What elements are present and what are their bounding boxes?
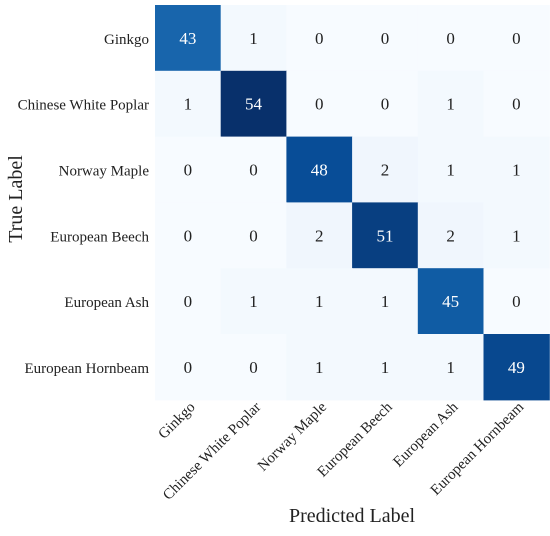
heatmap-cell-r5-c6 (483, 268, 550, 335)
heatmap-cell-r6-c2 (220, 334, 287, 401)
heatmap-cell-r3-c1 (155, 136, 222, 203)
y-tick-label-european-hornbeam: European Hornbeam (24, 361, 149, 377)
cell-value-label-r2-c1: 1 (184, 95, 193, 114)
cell-value-label-r5-c1: 0 (184, 292, 193, 311)
x-axis-label: Predicted Label (289, 505, 415, 527)
cell-value-label-r6-c4: 1 (381, 358, 390, 377)
heatmap-cell-r4-c1 (155, 202, 222, 269)
x-tick-label-ginkgo: Ginkgo (156, 399, 199, 442)
y-tick-label-chinese-white-poplar: Chinese White Poplar (18, 98, 149, 114)
heatmap-cell-r6-c6 (483, 334, 550, 401)
heatmap-cell-r2-c5 (417, 70, 485, 138)
heatmap-cell-r1-c2 (220, 5, 287, 72)
cell-value-label-r3-c3: 48 (311, 161, 328, 180)
cell-value-label-r4-c5: 2 (446, 226, 455, 245)
x-tick-label-norway-maple: Norway Maple (255, 399, 330, 474)
heatmap-cell-r2-c2 (220, 70, 287, 138)
heatmap-cell-r3-c2 (220, 136, 287, 203)
heatmap-cell-r5-c3 (286, 268, 353, 335)
heatmap-cell-r2-c6 (483, 70, 550, 138)
y-tick-labels: Ginkgo Chinese White Poplar Norway Maple Eu… (18, 32, 150, 377)
cell-value-label-r5-c3: 1 (315, 292, 324, 311)
cell-value-label-r3-c6: 1 (512, 161, 521, 180)
heatmap-cell-r4-c4 (352, 202, 419, 269)
cell-value-label-r5-c2: 1 (249, 292, 258, 311)
cell-value-label-r1-c3: 0 (315, 29, 324, 48)
heatmap-cell-r3-c3 (286, 136, 353, 203)
cell-value-label-r5-c6: 0 (512, 292, 521, 311)
cell-value-label-r2-c2: 54 (245, 95, 263, 114)
cell-value-label-r1-c5: 0 (446, 29, 455, 48)
y-tick-label-norway-maple: Norway Maple (59, 164, 150, 180)
cell-value-label-r2-c4: 0 (381, 95, 390, 114)
heatmap-cell-r1-c1 (155, 5, 222, 72)
cell-value-label-r6-c5: 1 (446, 358, 455, 377)
heatmap-cell-r1-c6 (483, 5, 550, 72)
heatmap-cell-r6-c1 (155, 334, 222, 401)
cell-value-label-r6-c6: 49 (508, 358, 525, 377)
cell-value-label-r6-c1: 0 (184, 358, 193, 377)
heatmap-cell-r5-c1 (155, 268, 222, 335)
heatmap-cells (155, 5, 550, 401)
cell-value-label-r3-c1: 0 (184, 161, 193, 180)
cell-value-label-r1-c4: 0 (381, 29, 390, 48)
heatmap-cell-r2-c3 (286, 70, 353, 138)
x-tick-label-european-ash: European Ash (390, 399, 461, 470)
cell-value-label-r4-c3: 2 (315, 226, 324, 245)
heatmap-cell-r4-c6 (483, 202, 550, 269)
cell-value-label-r1-c6: 0 (512, 29, 521, 48)
heatmap-cell-r3-c4 (352, 136, 419, 203)
cell-value-label-r4-c2: 0 (249, 226, 258, 245)
heatmap-cell-r6-c3 (286, 334, 353, 401)
heatmap-cell-r2-c4 (352, 70, 419, 138)
heatmap-cell-r1-c5 (417, 5, 485, 72)
heatmap-cell-r5-c4 (352, 268, 419, 335)
cell-value-label-r6-c2: 0 (249, 358, 258, 377)
heatmap-cell-r2-c1 (155, 70, 222, 138)
y-axis-label: True Label (5, 155, 27, 243)
heatmap-cell-r4-c2 (220, 202, 287, 269)
cell-value-label-r3-c2: 0 (249, 161, 258, 180)
y-tick-label-european-ash: European Ash (64, 295, 149, 311)
heatmap-cell-r4-c5 (417, 202, 485, 269)
y-tick-label-european-beech: European Beech (50, 229, 149, 245)
heatmap-cell-r5-c2 (220, 268, 287, 335)
heatmap-cell-r1-c3 (286, 5, 353, 72)
cell-value-labels: 43 1 0 0 0 0 1 54 0 0 1 0 0 0 48 2 1 1 0 0 2 51 2 1 0 1 1 1 45 0 0 0 1 1 1… (179, 29, 524, 377)
cell-value-label-r1-c2: 1 (249, 29, 258, 48)
cell-value-label-r3-c5: 1 (446, 161, 455, 180)
heatmap-cell-r1-c4 (352, 5, 419, 72)
cell-value-label-r4-c6: 1 (512, 226, 521, 245)
cell-value-label-r6-c3: 1 (315, 358, 324, 377)
heatmap-cell-r4-c3 (286, 202, 353, 269)
cell-value-label-r2-c3: 0 (315, 95, 324, 114)
cell-value-label-r5-c4: 1 (381, 292, 390, 311)
cell-value-label-r2-c6: 0 (512, 95, 521, 114)
y-tick-label-ginkgo: Ginkgo (104, 32, 149, 48)
cell-value-label-r2-c5: 1 (446, 95, 455, 114)
cell-value-label-r4-c4: 51 (376, 226, 393, 245)
heatmap-cell-r3-c6 (483, 136, 550, 203)
cell-value-label-r4-c1: 0 (184, 226, 193, 245)
cell-value-label-r5-c5: 45 (442, 292, 459, 311)
heatmap-cell-r5-c5 (417, 268, 485, 335)
cell-value-label-r3-c4: 2 (381, 161, 390, 180)
heatmap-cell-r3-c5 (417, 136, 485, 203)
cell-value-label-r1-c1: 43 (179, 29, 196, 48)
heatmap-cell-r6-c4 (352, 334, 419, 401)
heatmap-cell-r6-c5 (417, 334, 485, 401)
